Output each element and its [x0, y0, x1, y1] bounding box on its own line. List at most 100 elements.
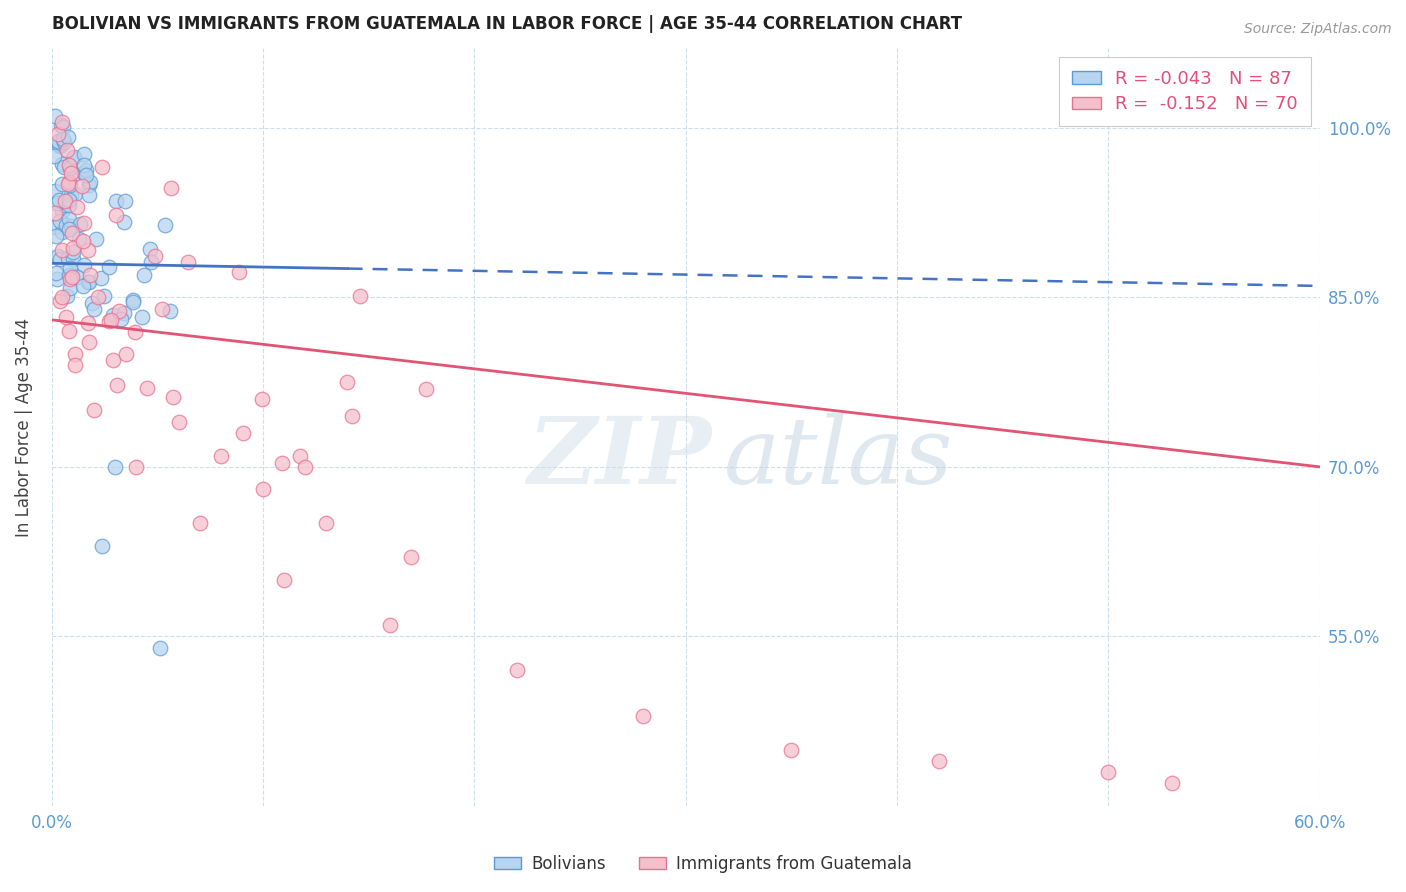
- Point: [399, 550, 422, 565]
- Point: [232, 426, 254, 441]
- Point: [82, 296, 104, 310]
- Point: [73, 147, 96, 161]
- Point: [44, 109, 66, 123]
- Point: [121, 293, 143, 307]
- Point: [90, 271, 112, 285]
- Point: [270, 456, 292, 470]
- Point: [52, 132, 75, 146]
- Point: [48, 127, 70, 141]
- Point: [49, 252, 72, 267]
- Point: [58, 222, 80, 236]
- Point: [55, 143, 77, 157]
- Point: [45, 228, 67, 243]
- Point: [66, 270, 89, 285]
- Point: [93, 288, 115, 302]
- Point: [55, 218, 77, 232]
- Point: [56, 251, 79, 265]
- Point: [58, 175, 80, 189]
- Point: [67, 232, 90, 246]
- Point: [46, 134, 69, 148]
- Point: [378, 618, 401, 632]
- Legend: R = -0.043   N = 87, R =  -0.152   N = 70: R = -0.043 N = 87, R = -0.152 N = 70: [1059, 57, 1310, 126]
- Point: [101, 308, 124, 322]
- Point: [75, 162, 97, 177]
- Point: [63, 187, 86, 202]
- Point: [44, 185, 66, 199]
- Point: [124, 325, 146, 339]
- Point: [98, 314, 121, 328]
- Point: [100, 313, 122, 327]
- Point: [45, 271, 67, 285]
- Point: [340, 409, 363, 423]
- Point: [48, 138, 70, 153]
- Point: [48, 214, 70, 228]
- Point: [73, 258, 96, 272]
- Point: [108, 303, 131, 318]
- Y-axis label: In Labor Force | Age 35-44: In Labor Force | Age 35-44: [15, 318, 32, 537]
- Point: [125, 459, 148, 474]
- Point: [62, 241, 84, 255]
- Point: [52, 160, 75, 174]
- Point: [1097, 765, 1119, 780]
- Point: [51, 115, 73, 129]
- Point: [79, 268, 101, 282]
- Point: [139, 242, 162, 256]
- Point: [51, 225, 73, 239]
- Point: [73, 166, 96, 180]
- Point: [60, 269, 83, 284]
- Point: [62, 151, 84, 165]
- Point: [52, 135, 75, 149]
- Point: [51, 157, 73, 171]
- Text: BOLIVIAN VS IMMIGRANTS FROM GUATEMALA IN LABOR FORCE | AGE 35-44 CORRELATION CHA: BOLIVIAN VS IMMIGRANTS FROM GUATEMALA IN…: [52, 15, 962, 33]
- Point: [51, 177, 73, 191]
- Legend: Bolivians, Immigrants from Guatemala: Bolivians, Immigrants from Guatemala: [488, 848, 918, 880]
- Point: [228, 265, 250, 279]
- Point: [44, 220, 66, 235]
- Point: [63, 167, 86, 181]
- Point: [58, 198, 80, 212]
- Point: [72, 234, 94, 248]
- Point: [188, 516, 211, 531]
- Point: [55, 194, 77, 209]
- Point: [59, 178, 82, 193]
- Point: [58, 271, 80, 285]
- Point: [252, 483, 274, 497]
- Point: [75, 168, 97, 182]
- Point: [76, 275, 98, 289]
- Point: [76, 316, 98, 330]
- Point: [143, 249, 166, 263]
- Point: [62, 252, 84, 267]
- Point: [72, 279, 94, 293]
- Point: [48, 135, 70, 149]
- Point: [60, 226, 83, 240]
- Point: [132, 268, 155, 282]
- Point: [48, 294, 70, 309]
- Point: [73, 216, 96, 230]
- Text: Source: ZipAtlas.com: Source: ZipAtlas.com: [1244, 22, 1392, 37]
- Point: [77, 244, 100, 258]
- Point: [44, 206, 66, 220]
- Point: [58, 211, 80, 226]
- Point: [58, 130, 80, 145]
- Text: ZIP: ZIP: [527, 413, 711, 502]
- Point: [112, 215, 135, 229]
- Point: [77, 178, 100, 192]
- Point: [104, 194, 127, 208]
- Point: [51, 290, 73, 304]
- Point: [51, 203, 73, 218]
- Point: [90, 160, 112, 174]
- Point: [62, 244, 84, 259]
- Point: [59, 161, 82, 176]
- Point: [167, 415, 190, 429]
- Point: [112, 306, 135, 320]
- Point: [415, 383, 437, 397]
- Point: [63, 358, 86, 372]
- Point: [177, 255, 200, 269]
- Point: [273, 573, 295, 587]
- Text: atlas: atlas: [724, 413, 953, 502]
- Point: [48, 249, 70, 263]
- Point: [91, 539, 114, 553]
- Point: [77, 334, 100, 349]
- Point: [1160, 776, 1182, 790]
- Point: [148, 640, 170, 655]
